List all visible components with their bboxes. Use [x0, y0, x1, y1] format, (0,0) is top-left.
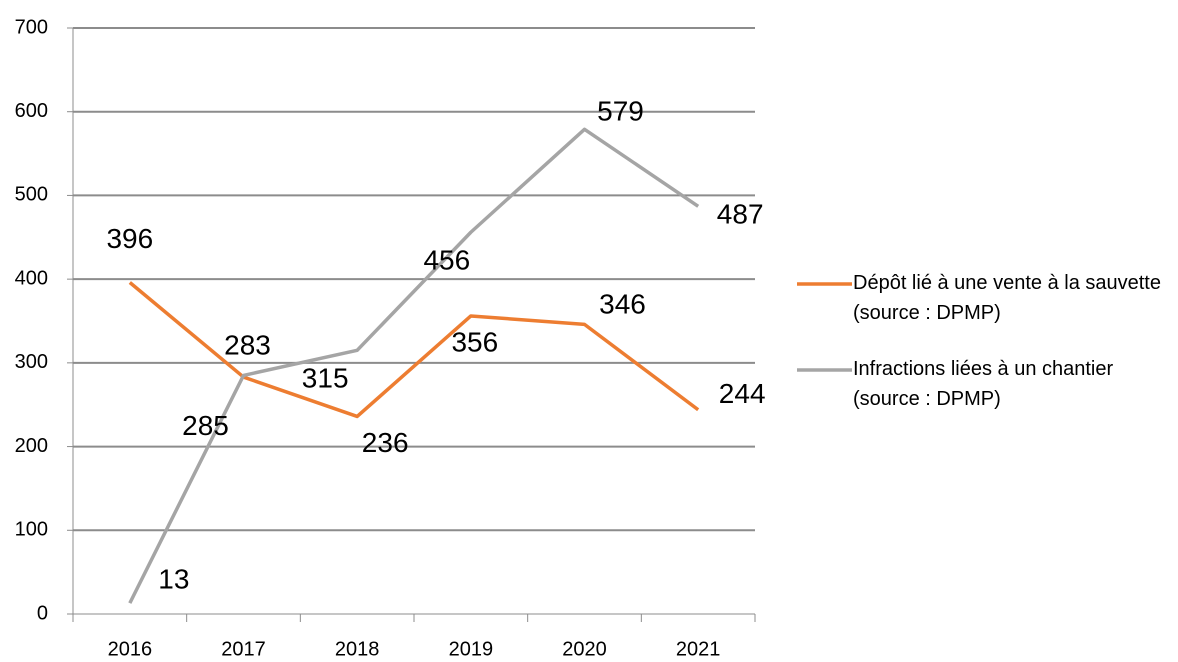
data-label: 244 — [719, 378, 766, 409]
data-label: 396 — [106, 223, 153, 254]
x-tick-label: 2021 — [676, 638, 721, 660]
legend-label: Infractions liées à un chantier (source … — [853, 358, 1114, 410]
data-label: 346 — [599, 289, 646, 320]
data-label: 356 — [451, 326, 498, 357]
x-tick-label: 2017 — [221, 638, 266, 660]
x-tick-label: 2018 — [335, 638, 380, 660]
y-tick-label: 200 — [15, 435, 48, 457]
data-label: 236 — [362, 427, 409, 458]
x-tick-label: 2020 — [562, 638, 607, 660]
series-line — [128, 281, 700, 419]
data-label: 285 — [182, 410, 229, 441]
series-line — [128, 127, 700, 604]
y-tick-label: 500 — [15, 184, 48, 206]
y-tick-label: 400 — [15, 267, 48, 289]
legend-label: Dépôt lié à une vente à la sauvette (sou… — [853, 272, 1161, 324]
x-tick-label: 2016 — [108, 638, 153, 660]
y-tick-label: 600 — [15, 100, 48, 122]
x-tick-label: 2019 — [449, 638, 494, 660]
y-tick-label: 300 — [15, 351, 48, 373]
y-tick-label: 100 — [15, 519, 48, 541]
data-label: 283 — [224, 329, 271, 360]
data-label: 13 — [158, 564, 189, 595]
y-tick-label: 0 — [37, 602, 48, 624]
data-label: 315 — [302, 363, 349, 394]
data-label: 456 — [423, 245, 470, 276]
data-label: 487 — [717, 199, 764, 230]
data-label: 579 — [597, 96, 644, 127]
y-tick-label: 700 — [15, 16, 48, 38]
